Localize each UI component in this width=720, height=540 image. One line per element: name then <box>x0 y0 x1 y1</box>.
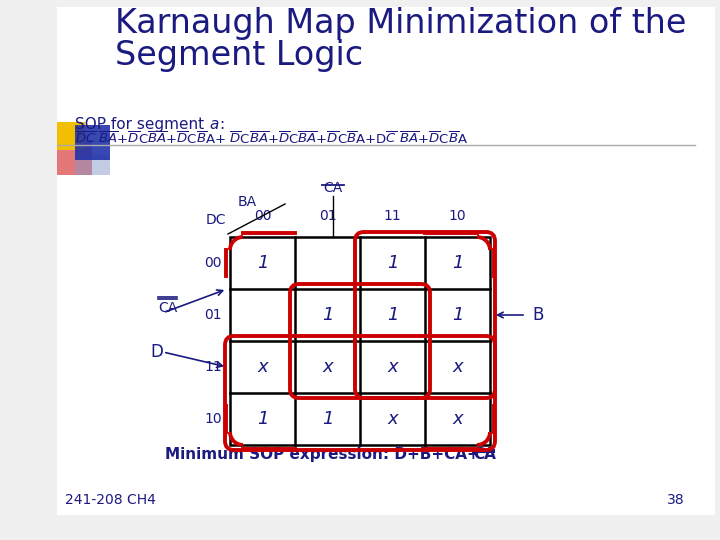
Text: DC: DC <box>205 213 226 227</box>
Bar <box>75 155 110 175</box>
Text: 10: 10 <box>204 412 222 426</box>
Text: x: x <box>452 358 463 376</box>
Text: 01: 01 <box>204 308 222 322</box>
Text: CA: CA <box>473 447 496 462</box>
Bar <box>57 122 85 150</box>
Text: Karnaugh Map Minimization of the: Karnaugh Map Minimization of the <box>115 7 686 40</box>
Text: x: x <box>452 410 463 428</box>
Text: $\overline{DC}$ $\overline{B}\overline{A}$+$\overline{D}$C$\overline{B}\overline: $\overline{DC}$ $\overline{B}\overline{A… <box>75 131 468 147</box>
Text: B: B <box>532 306 544 324</box>
Text: CA: CA <box>323 181 342 195</box>
Text: 1: 1 <box>257 254 269 272</box>
Text: D: D <box>150 343 163 361</box>
Text: 11: 11 <box>204 360 222 374</box>
Text: 1: 1 <box>257 410 269 428</box>
Text: x: x <box>387 358 398 376</box>
Text: SOP for segment: SOP for segment <box>75 117 209 132</box>
Text: 1: 1 <box>322 306 333 324</box>
Text: 01: 01 <box>319 209 336 223</box>
Text: 38: 38 <box>667 493 685 507</box>
Text: 1: 1 <box>451 254 463 272</box>
Text: :: : <box>219 117 224 132</box>
Text: 11: 11 <box>384 209 401 223</box>
Text: BA: BA <box>238 195 257 209</box>
Text: 00: 00 <box>253 209 271 223</box>
Text: x: x <box>322 358 333 376</box>
Bar <box>230 237 490 445</box>
Text: Minimum SOP expression: D+B+CA+: Minimum SOP expression: D+B+CA+ <box>165 447 480 462</box>
Text: x: x <box>257 358 268 376</box>
Bar <box>75 125 110 160</box>
Bar <box>57 140 92 175</box>
Text: CA: CA <box>158 301 177 315</box>
Text: x: x <box>387 410 398 428</box>
Text: 1: 1 <box>387 254 398 272</box>
Text: Segment Logic: Segment Logic <box>115 39 363 72</box>
Text: a: a <box>209 117 218 132</box>
Text: 1: 1 <box>387 306 398 324</box>
Text: 241-208 CH4: 241-208 CH4 <box>65 493 156 507</box>
Text: 1: 1 <box>451 306 463 324</box>
Text: 1: 1 <box>322 410 333 428</box>
Text: 10: 10 <box>449 209 467 223</box>
Text: 00: 00 <box>204 256 222 270</box>
